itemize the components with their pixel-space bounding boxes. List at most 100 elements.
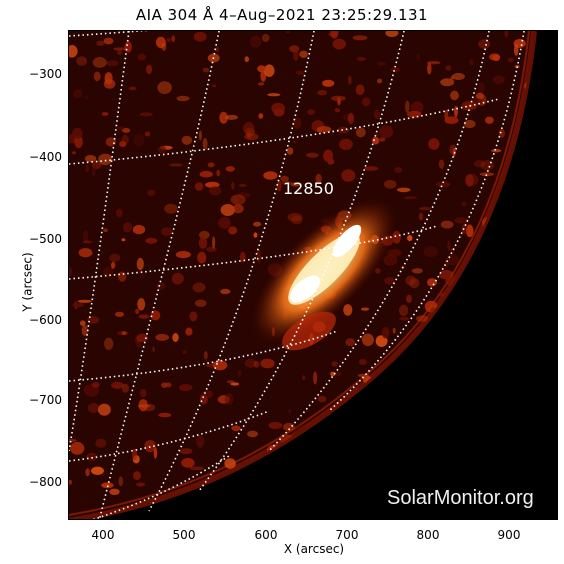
chromosphere-speck [91, 161, 102, 169]
chromosphere-speck [287, 212, 303, 222]
chromosphere-speck [347, 112, 355, 125]
chromosphere-speck [351, 497, 364, 511]
chromosphere-speck [136, 257, 144, 271]
chromosphere-speck [385, 377, 393, 383]
chromosphere-speck [146, 64, 153, 74]
chromosphere-speck [118, 271, 127, 282]
chromosphere-speck [306, 152, 319, 158]
chromosphere-speck [264, 64, 275, 77]
chromosphere-speck [481, 280, 495, 291]
chromosphere-speck [225, 166, 235, 172]
chromosphere-speck [352, 35, 368, 41]
solar-image: 12850 SolarMonitor.org [68, 30, 558, 520]
chromosphere-speck [198, 237, 208, 249]
chromosphere-speck [224, 392, 234, 406]
chromosphere-speck [178, 384, 193, 392]
chromosphere-speck [456, 334, 461, 340]
chromosphere-speck [511, 371, 517, 376]
chromosphere-speck [316, 126, 332, 133]
chromosphere-speck [194, 299, 207, 307]
chromosphere-speck [408, 424, 423, 429]
chromosphere-speck [491, 393, 497, 406]
chromosphere-speck [103, 37, 114, 45]
chromosphere-speck [445, 359, 456, 373]
chromosphere-speck [410, 101, 424, 114]
chromosphere-speck [171, 35, 176, 43]
chromosphere-speck [480, 160, 495, 171]
chromosphere-speck [135, 308, 140, 314]
chromosphere-speck [533, 78, 534, 89]
chromosphere-speck [203, 351, 208, 360]
chromosphere-speck [481, 384, 487, 392]
chromosphere-speck [508, 387, 518, 397]
chromosphere-speck [244, 133, 259, 141]
chromosphere-speck [230, 382, 240, 386]
chromosphere-speck [355, 84, 365, 96]
chromosphere-speck [174, 496, 189, 507]
chromosphere-speck [157, 81, 172, 94]
chromosphere-speck [521, 175, 534, 188]
chromosphere-speck [440, 220, 454, 229]
chromosphere-speck [225, 114, 238, 120]
chromosphere-speck [425, 359, 437, 365]
chromosphere-speck [421, 334, 427, 345]
chromosphere-speck [445, 65, 452, 71]
chromosphere-speck [226, 380, 235, 384]
chromosphere-speck [360, 395, 365, 407]
chromosphere-speck [487, 474, 491, 487]
chromosphere-speck [280, 175, 289, 182]
chromosphere-speck [336, 126, 350, 134]
y-tick-label: −800 [29, 475, 62, 489]
chromosphere-speck [98, 153, 113, 166]
chromosphere-speck [441, 469, 456, 477]
chromosphere-speck [164, 203, 178, 214]
chromosphere-speck [78, 248, 93, 258]
chromosphere-speck [323, 149, 334, 163]
chromosphere-speck [359, 455, 374, 461]
chromosphere-speck [103, 266, 114, 278]
limb-glow [69, 31, 537, 519]
chromosphere-speck [144, 131, 151, 137]
chromosphere-speck [518, 242, 528, 252]
chromosphere-speck [398, 304, 409, 317]
chromosphere-speck [69, 44, 78, 58]
chromosphere-speck [413, 395, 429, 407]
chromosphere-speck [357, 373, 370, 378]
chromosphere-speck [507, 366, 513, 374]
chromosphere-speck [137, 298, 146, 311]
chromosphere-speck [418, 207, 431, 211]
chromosphere-speck [494, 384, 506, 396]
chromosphere-speck [153, 447, 158, 459]
chromosphere-speck [497, 364, 509, 373]
chromosphere-speck [69, 479, 73, 485]
chromosphere-speck [350, 492, 357, 497]
chromosphere-speck [343, 304, 353, 316]
chromosphere-speck [175, 251, 191, 259]
chromosphere-speck [274, 512, 286, 519]
chromosphere-speck [253, 232, 258, 238]
chromosphere-speck [93, 71, 101, 82]
chromosphere-speck [156, 282, 166, 290]
chromosphere-speck [358, 491, 371, 503]
chromosphere-speck [371, 136, 380, 145]
x-tick-label: 600 [254, 528, 278, 542]
chromosphere-speck [138, 399, 148, 412]
chromosphere-speck [161, 227, 173, 236]
chromosphere-speck [237, 369, 242, 378]
chromosphere-speck [133, 134, 145, 147]
chromosphere-speck [218, 216, 231, 229]
chromosphere-speck [445, 427, 453, 434]
active-region-flare [251, 198, 397, 351]
chromosphere-speck [95, 438, 107, 448]
chromosphere-speck [489, 53, 501, 61]
chromosphere-speck [361, 307, 370, 311]
chromosphere-speck [179, 448, 193, 455]
chromosphere-speck [379, 125, 394, 139]
chromosphere-speck [428, 138, 440, 150]
chromosphere-speck [504, 222, 517, 229]
chromosphere-speck [104, 72, 113, 85]
chromosphere-speck [478, 39, 491, 49]
chromosphere-speck [86, 452, 98, 461]
chromosphere-speck [514, 452, 520, 458]
region-label: 12850 [283, 179, 334, 198]
